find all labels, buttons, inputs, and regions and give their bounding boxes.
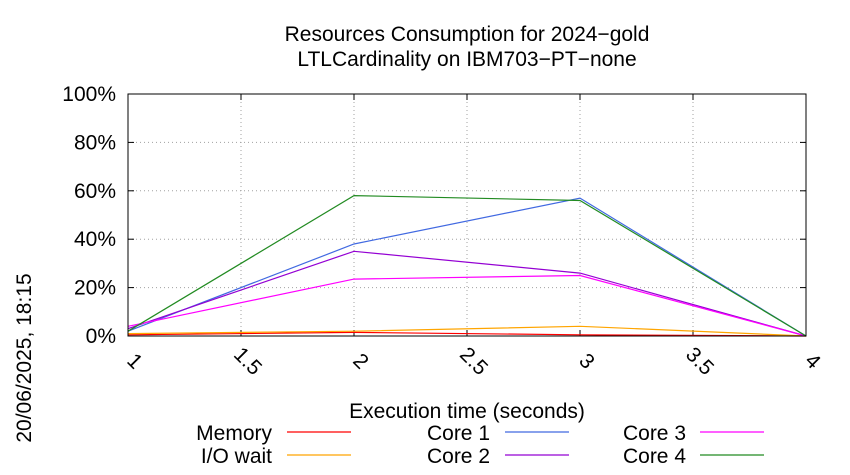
x-axis-label: Execution time (seconds) xyxy=(349,400,585,423)
legend-label-core-2: Core 2 xyxy=(427,445,490,468)
y-tick-label: 40% xyxy=(74,228,116,251)
legend-label-core-1: Core 1 xyxy=(427,422,490,445)
chart-title-line-2: LTLCardinality on IBM703−PT−none xyxy=(297,48,636,71)
x-tick-label: 3 xyxy=(574,349,599,374)
grid xyxy=(128,94,806,336)
y-tick-label: 60% xyxy=(74,180,116,203)
chart-title-line-1: Resources Consumption for 2024−gold xyxy=(285,23,650,46)
legend-label-memory: Memory xyxy=(196,422,272,445)
legend-label-core-4: Core 4 xyxy=(623,445,686,468)
x-tick-label: 4 xyxy=(800,349,825,374)
y-tick-label: 20% xyxy=(74,277,116,300)
series-line-memory xyxy=(127,331,807,337)
series-line-core-4 xyxy=(127,194,807,337)
x-tick-label: 2 xyxy=(348,349,373,374)
y-tick-label: 100% xyxy=(62,83,116,106)
plot-border xyxy=(127,93,807,337)
series-line-i-o-wait xyxy=(127,325,807,337)
side-label: 20/06/2025, 18:15 xyxy=(13,273,36,442)
series-line-core-3 xyxy=(127,274,807,337)
x-tick-label: 2.5 xyxy=(455,343,492,380)
x-tick-label: 1 xyxy=(122,349,147,374)
series-line-core-1 xyxy=(127,197,807,337)
legend-label-i-o-wait: I/O wait xyxy=(201,445,272,468)
y-axis-ticks: 0% 20% 40% 60% 80% 100% xyxy=(62,83,806,348)
x-axis-ticks: 1 1.5 2 2.5 3 3.5 4 xyxy=(122,94,825,380)
series-lines xyxy=(127,194,807,337)
x-tick-label: 1.5 xyxy=(229,343,266,380)
series-line-core-2 xyxy=(127,250,807,337)
y-tick-label: 80% xyxy=(74,131,116,154)
y-tick-label: 0% xyxy=(86,325,116,348)
x-tick-label: 3.5 xyxy=(681,343,718,380)
legend-label-core-3: Core 3 xyxy=(623,422,686,445)
